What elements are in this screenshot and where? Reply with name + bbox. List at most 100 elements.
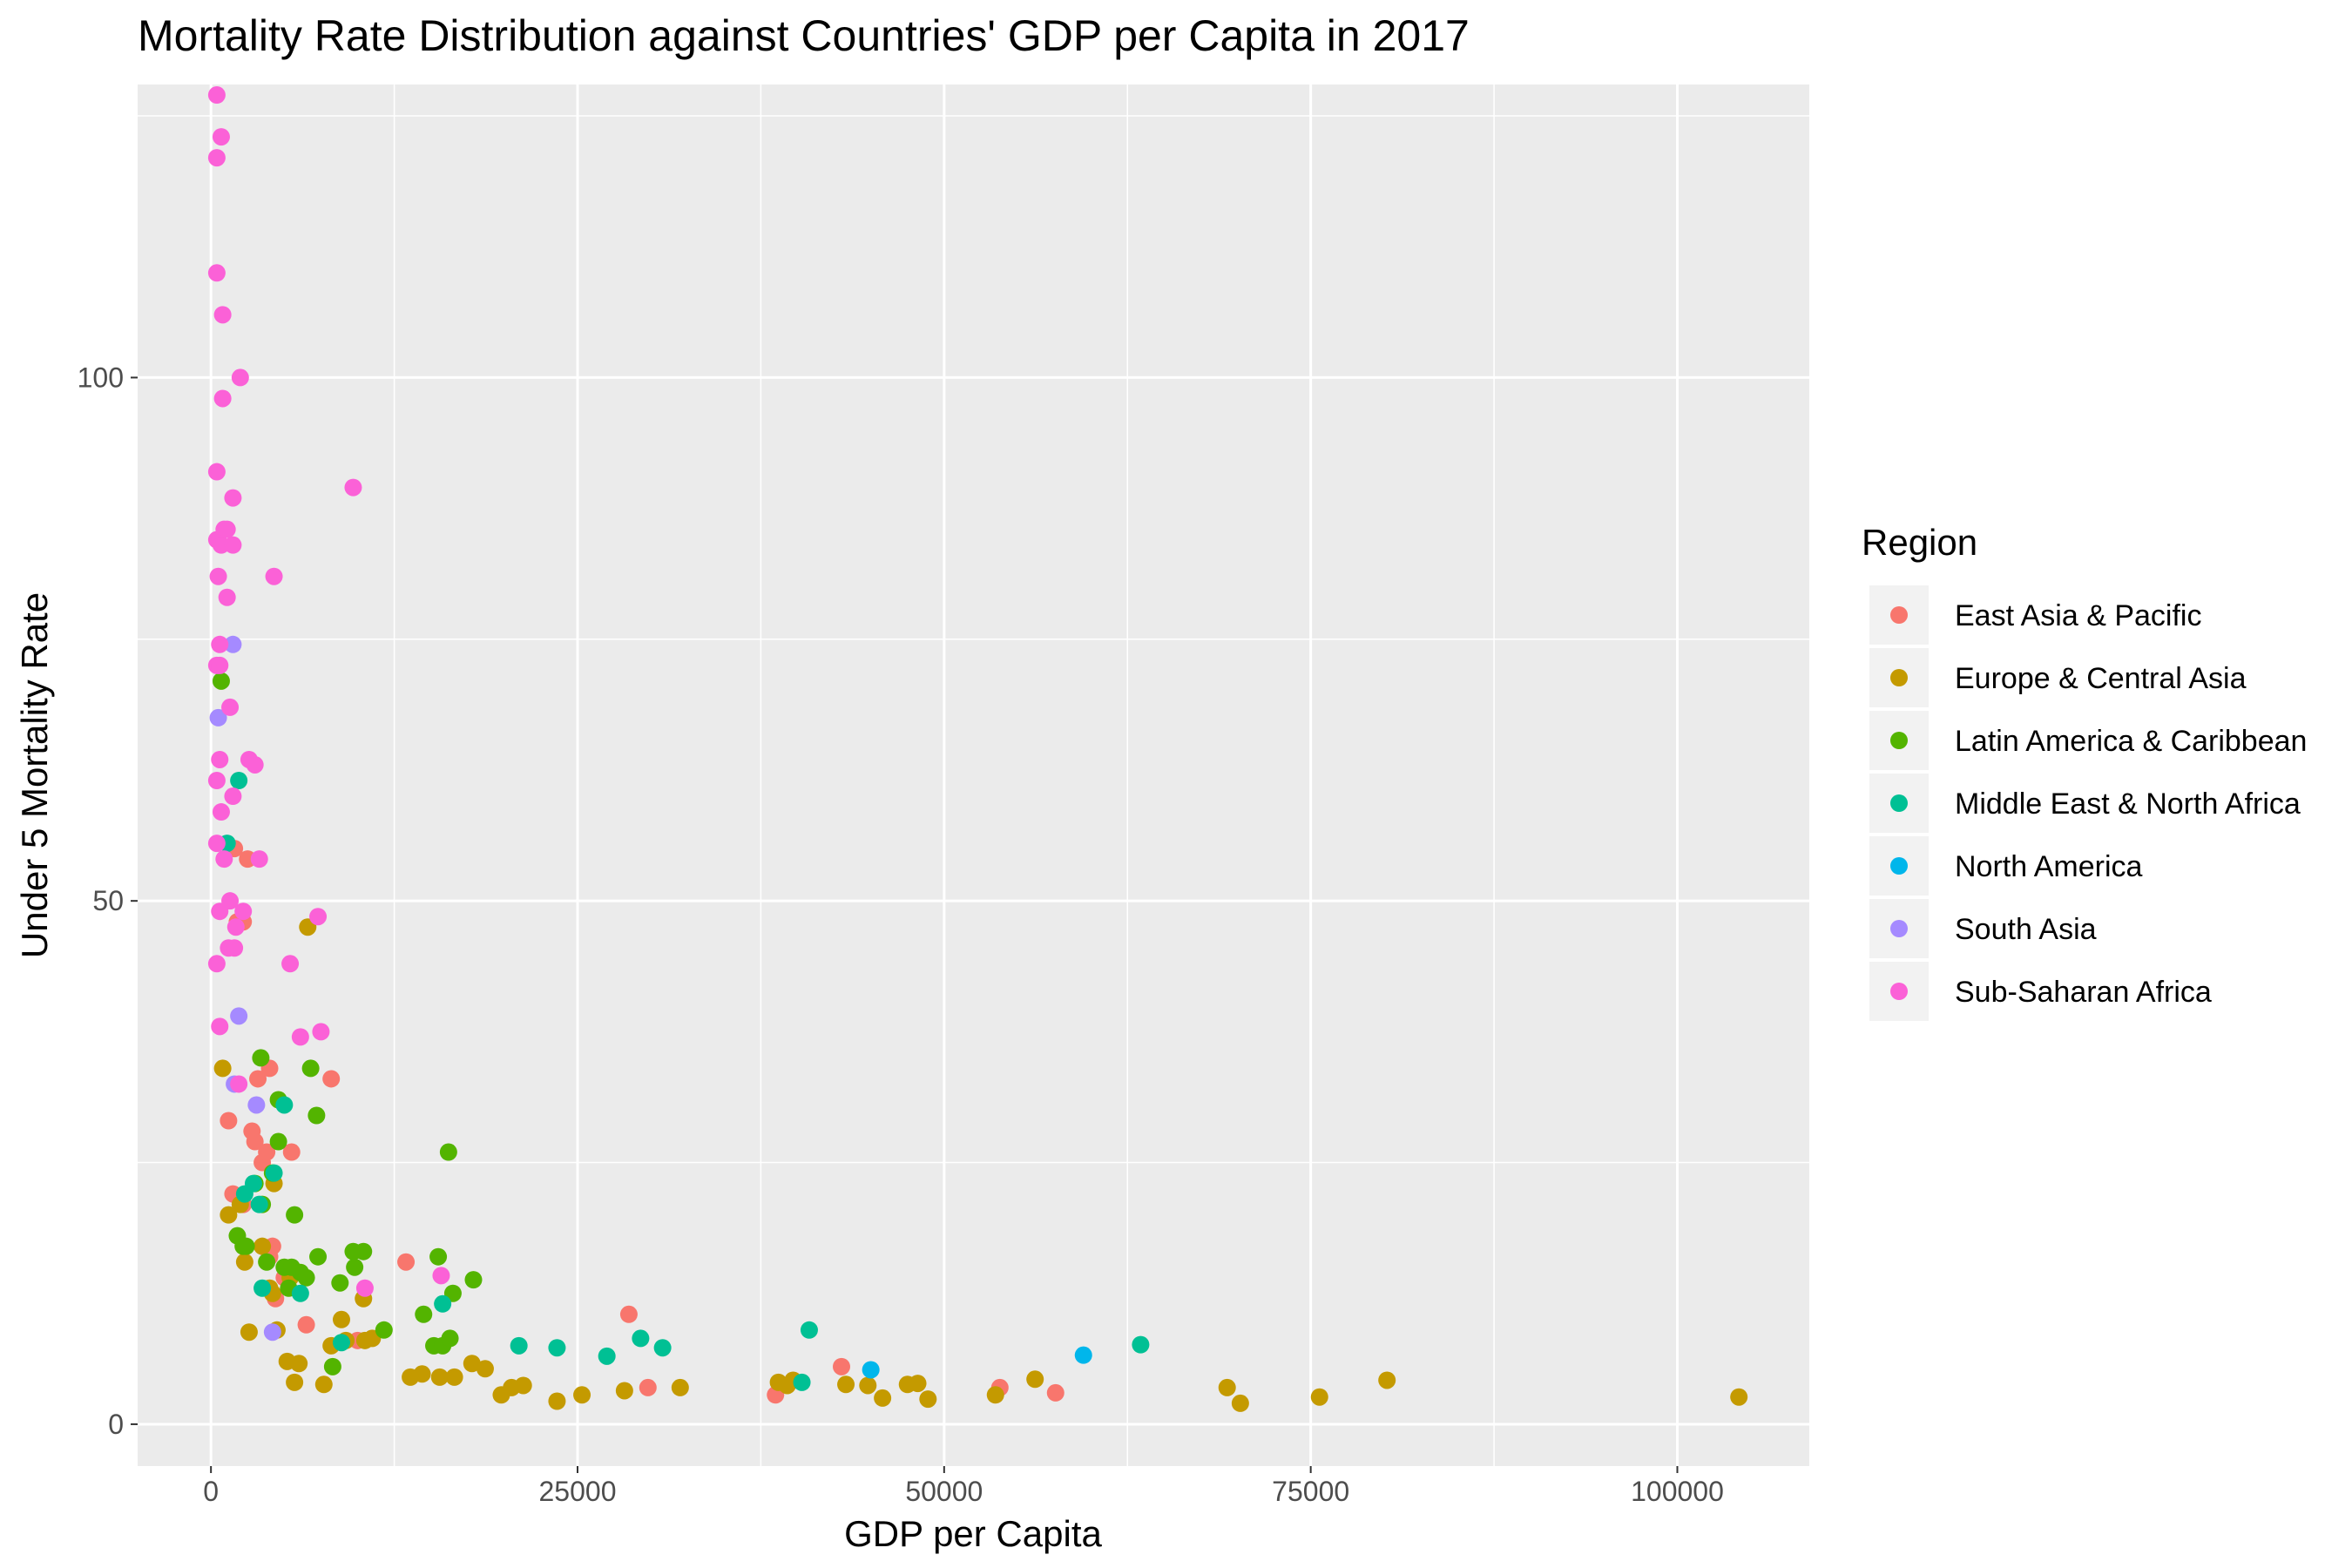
data-point-latin-america-caribbean (252, 1049, 270, 1067)
data-point-europe-central-asia (332, 1310, 350, 1328)
data-point-east-asia-pacific (246, 1132, 264, 1151)
x-tick-label: 25000 (539, 1476, 617, 1507)
data-point-latin-america-caribbean (308, 1106, 326, 1125)
x-tick-label: 50000 (905, 1476, 983, 1507)
y-tick-label: 50 (92, 885, 124, 916)
data-point-south-asia (230, 1007, 248, 1025)
legend-swatch-middle-east-north-africa (1890, 794, 1908, 812)
data-point-middle-east-north-africa (598, 1347, 616, 1365)
data-point-east-asia-pacific (258, 1143, 276, 1161)
data-point-europe-central-asia (837, 1375, 855, 1394)
data-point-latin-america-caribbean (441, 1329, 459, 1348)
data-point-europe-central-asia (573, 1386, 591, 1404)
y-tick-label: 100 (78, 362, 124, 393)
data-point-sub-saharan-africa (224, 489, 242, 507)
data-point-europe-central-asia (314, 1375, 333, 1394)
data-point-sub-saharan-africa (213, 389, 232, 408)
legend-swatch-south-asia (1890, 920, 1908, 937)
data-point-europe-central-asia (240, 1323, 258, 1342)
data-point-middle-east-north-africa (265, 1164, 283, 1182)
data-point-europe-central-asia (1218, 1378, 1236, 1396)
data-point-east-asia-pacific (282, 1143, 301, 1161)
data-point-sub-saharan-africa (226, 918, 245, 936)
major-gridlines (138, 84, 1809, 1466)
x-axis-title: GDP per Capita (844, 1513, 1102, 1554)
data-point-south-asia (263, 1323, 281, 1342)
data-point-europe-central-asia (1310, 1388, 1328, 1406)
data-point-europe-central-asia (919, 1390, 937, 1409)
data-point-sub-saharan-africa (212, 128, 230, 146)
legend-label-south-asia: South Asia (1955, 913, 2097, 946)
data-point-latin-america-caribbean (375, 1321, 393, 1339)
data-point-sub-saharan-africa (265, 567, 283, 585)
legend-swatch-sub-saharan-africa (1890, 983, 1908, 1000)
legend-swatch-latin-america-caribbean (1890, 732, 1908, 749)
data-point-east-asia-pacific (249, 1070, 267, 1088)
data-point-sub-saharan-africa (211, 656, 229, 674)
legend-items: East Asia & Pacific Europe & Central Asia… (1869, 585, 2307, 1021)
data-point-sub-saharan-africa (207, 772, 226, 790)
data-point-sub-saharan-africa (224, 787, 242, 806)
data-point-europe-central-asia (514, 1376, 532, 1395)
data-point-middle-east-north-africa (332, 1334, 350, 1352)
data-point-middle-east-north-africa (275, 1096, 294, 1114)
legend: Region East Asia & Pacific Europe & Centr… (1862, 522, 2307, 1021)
data-point-latin-america-caribbean (297, 1268, 315, 1287)
data-point-east-asia-pacific (619, 1305, 638, 1323)
data-point-middle-east-north-africa (793, 1373, 811, 1391)
chart-title: Mortality Rate Distribution against Coun… (138, 11, 1470, 60)
data-point-east-asia-pacific (220, 1112, 238, 1130)
data-point-europe-central-asia (220, 1206, 238, 1224)
data-point-sub-saharan-africa (207, 264, 226, 282)
data-point-middle-east-north-africa (800, 1321, 818, 1339)
data-point-europe-central-asia (548, 1392, 566, 1410)
legend-label-sub-saharan-africa: Sub-Saharan Africa (1955, 976, 2212, 1009)
data-point-latin-america-caribbean (309, 1247, 328, 1266)
data-point-europe-central-asia (859, 1376, 877, 1395)
data-point-latin-america-caribbean (323, 1357, 341, 1375)
data-point-europe-central-asia (430, 1368, 449, 1386)
data-point-latin-america-caribbean (237, 1237, 255, 1255)
data-point-europe-central-asia (1231, 1394, 1249, 1412)
data-point-sub-saharan-africa (246, 755, 264, 774)
data-point-latin-america-caribbean (464, 1271, 483, 1289)
data-point-europe-central-asia (1026, 1370, 1044, 1389)
data-point-europe-central-asia (413, 1365, 431, 1383)
data-point-east-asia-pacific (1046, 1383, 1064, 1402)
data-point-sub-saharan-africa (211, 750, 229, 768)
legend-swatch-north-america (1890, 857, 1908, 875)
data-point-europe-central-asia (445, 1368, 463, 1386)
data-point-sub-saharan-africa (218, 588, 236, 606)
y-tick-label: 0 (108, 1409, 124, 1440)
data-point-sub-saharan-africa (213, 306, 232, 324)
data-point-latin-america-caribbean (212, 672, 230, 690)
legend-swatch-east-asia-pacific (1890, 606, 1908, 624)
x-axis-ticks: 0 25000 50000 75000 100000 (203, 1466, 1724, 1507)
data-point-latin-america-caribbean (346, 1258, 364, 1276)
data-point-sub-saharan-africa (207, 149, 226, 167)
data-point-middle-east-north-africa (548, 1339, 566, 1357)
data-point-middle-east-north-africa (434, 1294, 452, 1313)
data-point-sub-saharan-africa (212, 803, 230, 821)
data-point-east-asia-pacific (397, 1253, 416, 1271)
data-point-europe-central-asia (986, 1386, 1004, 1404)
data-point-sub-saharan-africa (209, 567, 227, 585)
data-point-east-asia-pacific (833, 1357, 850, 1375)
data-point-south-asia (224, 635, 242, 653)
data-point-europe-central-asia (1378, 1371, 1396, 1389)
data-point-sub-saharan-africa (207, 955, 226, 973)
data-point-europe-central-asia (463, 1355, 481, 1373)
data-point-sub-saharan-africa (215, 850, 233, 868)
data-point-sub-saharan-africa (221, 698, 240, 716)
data-point-europe-central-asia (909, 1375, 927, 1393)
data-point-middle-east-north-africa (653, 1339, 672, 1357)
data-point-sub-saharan-africa (250, 850, 268, 868)
data-point-latin-america-caribbean (439, 1143, 457, 1161)
data-point-sub-saharan-africa (231, 368, 249, 387)
data-point-europe-central-asia (874, 1389, 892, 1407)
data-point-east-asia-pacific (297, 1315, 315, 1334)
data-point-sub-saharan-africa (211, 635, 229, 653)
legend-title: Region (1862, 522, 1977, 563)
data-point-latin-america-caribbean (301, 1059, 320, 1078)
